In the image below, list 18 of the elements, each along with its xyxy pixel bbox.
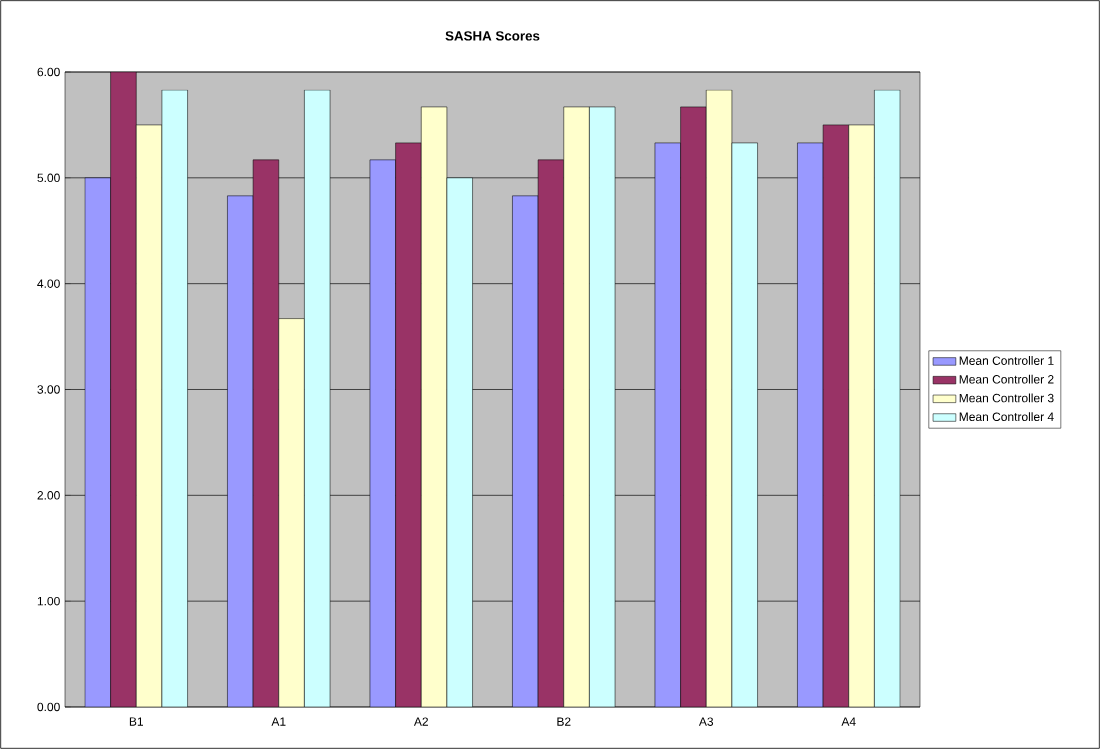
y-tick-label: 2.00 <box>37 491 60 500</box>
legend-label: Mean Controller 3 <box>959 393 1054 403</box>
y-tick-label: 0.00 <box>37 702 60 712</box>
y-tick-label: 6.00 <box>37 67 60 77</box>
x-tick-label: A1 <box>271 717 286 726</box>
x-tick-label: A2 <box>413 717 428 726</box>
y-tick-label: 3.00 <box>37 385 60 394</box>
legend-label: Mean Controller 4 <box>959 412 1054 421</box>
y-tick-label: 5.00 <box>37 173 60 183</box>
x-tick-label: B2 <box>557 717 571 726</box>
x-tick-label: A3 <box>698 717 714 726</box>
legend-label: Mean Controller 1 <box>959 356 1054 365</box>
x-tick-label: A4 <box>841 717 856 726</box>
y-tick-label: 1.00 <box>37 596 60 606</box>
legend-label: Mean Controller 2 <box>959 374 1054 384</box>
x-tick-label: B1 <box>129 717 144 726</box>
chart-title: SASHA Scores <box>445 31 540 41</box>
y-tick-label: 4.00 <box>37 279 60 288</box>
